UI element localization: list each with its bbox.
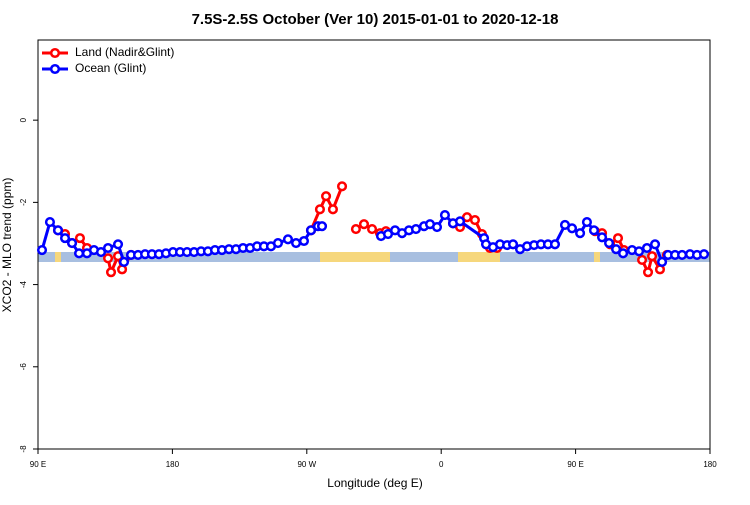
- data-point: [618, 248, 629, 259]
- data-point: [454, 216, 466, 227]
- legend-marker: [49, 63, 61, 75]
- data-point: [350, 224, 361, 235]
- y-axis-label: XCO2 - MLO trend (ppm): [0, 178, 14, 313]
- y-tick-label: 0: [19, 117, 28, 122]
- y-tick-label: -2: [19, 198, 28, 206]
- x-tick-label: 180: [166, 460, 180, 469]
- data-point: [604, 238, 615, 249]
- data-point: [118, 256, 130, 268]
- data-point: [431, 221, 443, 233]
- data-point: [102, 253, 114, 264]
- data-point: [647, 251, 658, 262]
- land-strip: [458, 252, 500, 262]
- data-point: [507, 239, 519, 250]
- data-point: [611, 244, 622, 255]
- x-tick-label: 90 W: [297, 460, 316, 469]
- y-tick-label: -6: [19, 363, 28, 371]
- x-tick-label: 90 E: [30, 460, 46, 469]
- land-strip: [55, 252, 61, 262]
- data-point: [575, 228, 586, 239]
- surface-strip: [38, 252, 710, 262]
- data-point: [272, 238, 284, 249]
- data-point: [677, 249, 688, 261]
- data-point: [298, 235, 310, 247]
- data-point: [588, 225, 600, 236]
- data-point: [305, 225, 317, 236]
- data-point: [410, 224, 422, 235]
- data-point: [74, 248, 85, 259]
- data-point: [367, 224, 378, 235]
- data-point: [314, 204, 325, 215]
- data-point: [439, 210, 450, 221]
- data-point: [637, 254, 648, 265]
- data-point: [282, 234, 294, 245]
- data-point: [566, 223, 578, 234]
- data-point: [95, 247, 107, 258]
- y-tick-label: -8: [19, 445, 28, 453]
- data-point: [327, 204, 338, 215]
- x-tick-label: 0: [439, 460, 444, 469]
- land-strip: [594, 252, 600, 262]
- data-point: [316, 221, 328, 232]
- data-point: [641, 242, 653, 254]
- x-tick-label: 180: [703, 460, 717, 469]
- data-point: [105, 267, 117, 278]
- data-point: [102, 242, 114, 254]
- data-point: [59, 233, 71, 244]
- data-point: [581, 217, 592, 228]
- data-point: [358, 219, 370, 230]
- legend-marker: [49, 47, 61, 59]
- data-point: [66, 238, 78, 249]
- x-tick-label: 90 E: [567, 460, 583, 469]
- data-point: [698, 249, 710, 260]
- data-point: [657, 256, 668, 268]
- data-point: [74, 233, 86, 244]
- data-point: [52, 225, 64, 236]
- plot-frame: [37, 39, 711, 450]
- data-point: [649, 239, 661, 250]
- data-point: [642, 267, 654, 278]
- data-point: [469, 214, 480, 226]
- data-point: [612, 233, 624, 244]
- y-tick-label: -4: [19, 280, 28, 288]
- data-point: [44, 217, 55, 228]
- data-point: [290, 238, 302, 249]
- chart-title: 7.5S-2.5S October (Ver 10) 2015-01-01 to…: [192, 11, 559, 28]
- x-axis-label: Longitude (deg E): [327, 476, 422, 490]
- data-point: [112, 239, 124, 250]
- data-point: [36, 244, 48, 256]
- data-point: [549, 239, 561, 250]
- data-point: [634, 246, 645, 257]
- data-point: [596, 232, 608, 243]
- legend-label: Ocean (Glint): [75, 61, 146, 75]
- data-point: [321, 191, 332, 202]
- data-point: [336, 181, 348, 192]
- legend-label: Land (Nadir&Glint): [75, 45, 174, 59]
- land-strip: [320, 252, 390, 262]
